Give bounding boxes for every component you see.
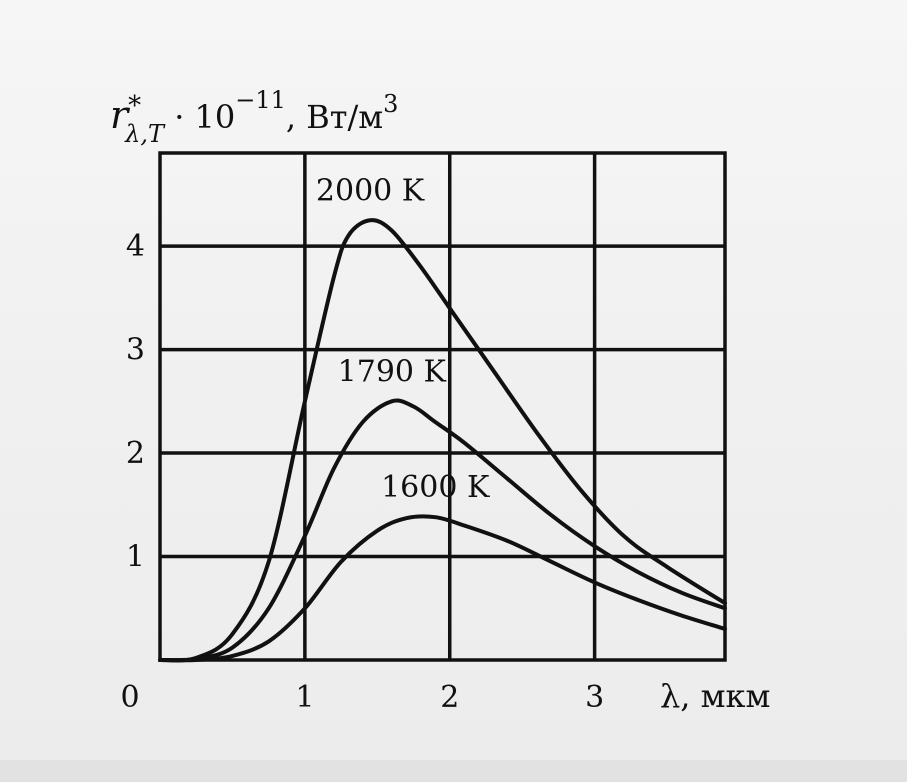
y-tick-label: 4	[126, 229, 145, 264]
y-axis-unit: , Вт/м	[286, 98, 383, 136]
y-axis-title: r* λ,T · 10−11, Вт/м3	[110, 86, 398, 148]
y-tick-label: 3	[126, 333, 145, 368]
y-axis-unit-exponent: 3	[383, 90, 398, 118]
x-tick-label: 1	[295, 680, 314, 715]
y-tick-label: 1	[126, 540, 145, 575]
x-tick-label: 3	[585, 680, 604, 715]
series-line	[158, 218, 727, 663]
plot-frame	[158, 151, 727, 662]
curves	[158, 218, 727, 663]
series-label: 1600 K	[381, 470, 490, 505]
series-labels: 2000 K 1790 K 1600 K	[316, 173, 490, 505]
tick-labels: 0 1 2 3 1 2 3 4	[120, 229, 604, 715]
series-line	[158, 398, 727, 663]
y-axis-exponent: −11	[235, 86, 286, 114]
y-axis-symbol: r	[110, 93, 131, 137]
series-label: 2000 K	[316, 173, 425, 208]
y-axis-sup: *	[128, 91, 141, 121]
x-tick-label: 2	[440, 680, 459, 715]
series-line	[158, 514, 727, 663]
x-axis-title: λ, мкм	[660, 677, 770, 715]
y-tick-label: 2	[126, 436, 145, 471]
y-axis-factor: · 10	[164, 98, 235, 136]
grid	[158, 151, 727, 662]
y-axis-sub: λ,T	[124, 120, 166, 148]
series-label: 1790 K	[338, 354, 447, 389]
x-tick-label: 0	[120, 680, 139, 715]
